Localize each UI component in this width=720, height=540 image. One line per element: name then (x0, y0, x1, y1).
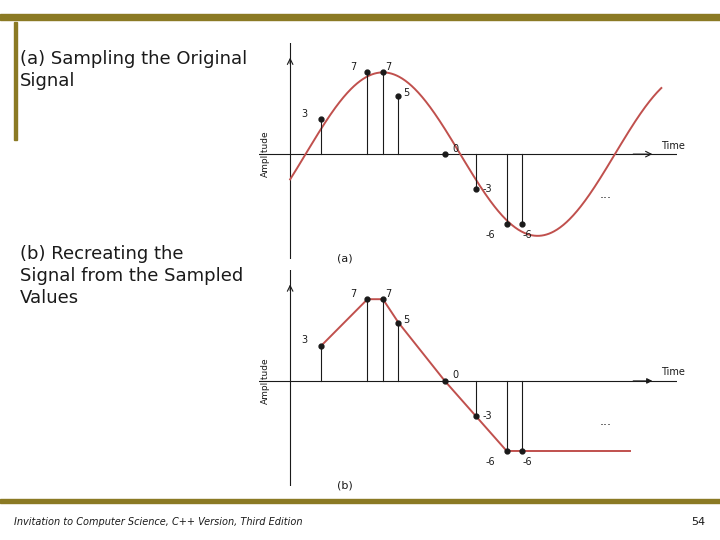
Text: -3: -3 (482, 184, 492, 194)
Text: (b): (b) (336, 480, 352, 490)
Text: -6: -6 (485, 457, 495, 467)
Text: 3: 3 (302, 335, 307, 346)
Text: 7: 7 (385, 62, 392, 72)
Text: 54: 54 (691, 517, 706, 527)
Text: -6: -6 (485, 230, 495, 240)
Text: Time: Time (662, 140, 685, 151)
Text: Amplitude: Amplitude (261, 131, 270, 178)
Text: 5: 5 (404, 88, 410, 98)
Text: Time: Time (662, 367, 685, 377)
Text: 7: 7 (351, 62, 356, 72)
Text: Amplitude: Amplitude (261, 357, 270, 404)
Text: Invitation to Computer Science, C++ Version, Third Edition: Invitation to Computer Science, C++ Vers… (14, 517, 303, 527)
Text: 0: 0 (453, 370, 459, 380)
Text: (a): (a) (336, 253, 352, 264)
Text: -6: -6 (523, 457, 533, 467)
Text: ...: ... (600, 188, 611, 201)
Text: 7: 7 (385, 289, 392, 299)
Text: (a) Sampling the Original
Signal: (a) Sampling the Original Signal (19, 50, 247, 90)
Text: 7: 7 (351, 289, 356, 299)
Text: (b) Recreating the
Signal from the Sampled
Values: (b) Recreating the Signal from the Sampl… (19, 245, 243, 307)
Text: 5: 5 (404, 315, 410, 325)
Text: ...: ... (600, 415, 611, 428)
Text: 0: 0 (453, 144, 459, 153)
Text: -3: -3 (482, 411, 492, 421)
Text: -6: -6 (523, 230, 533, 240)
Text: 3: 3 (302, 109, 307, 119)
